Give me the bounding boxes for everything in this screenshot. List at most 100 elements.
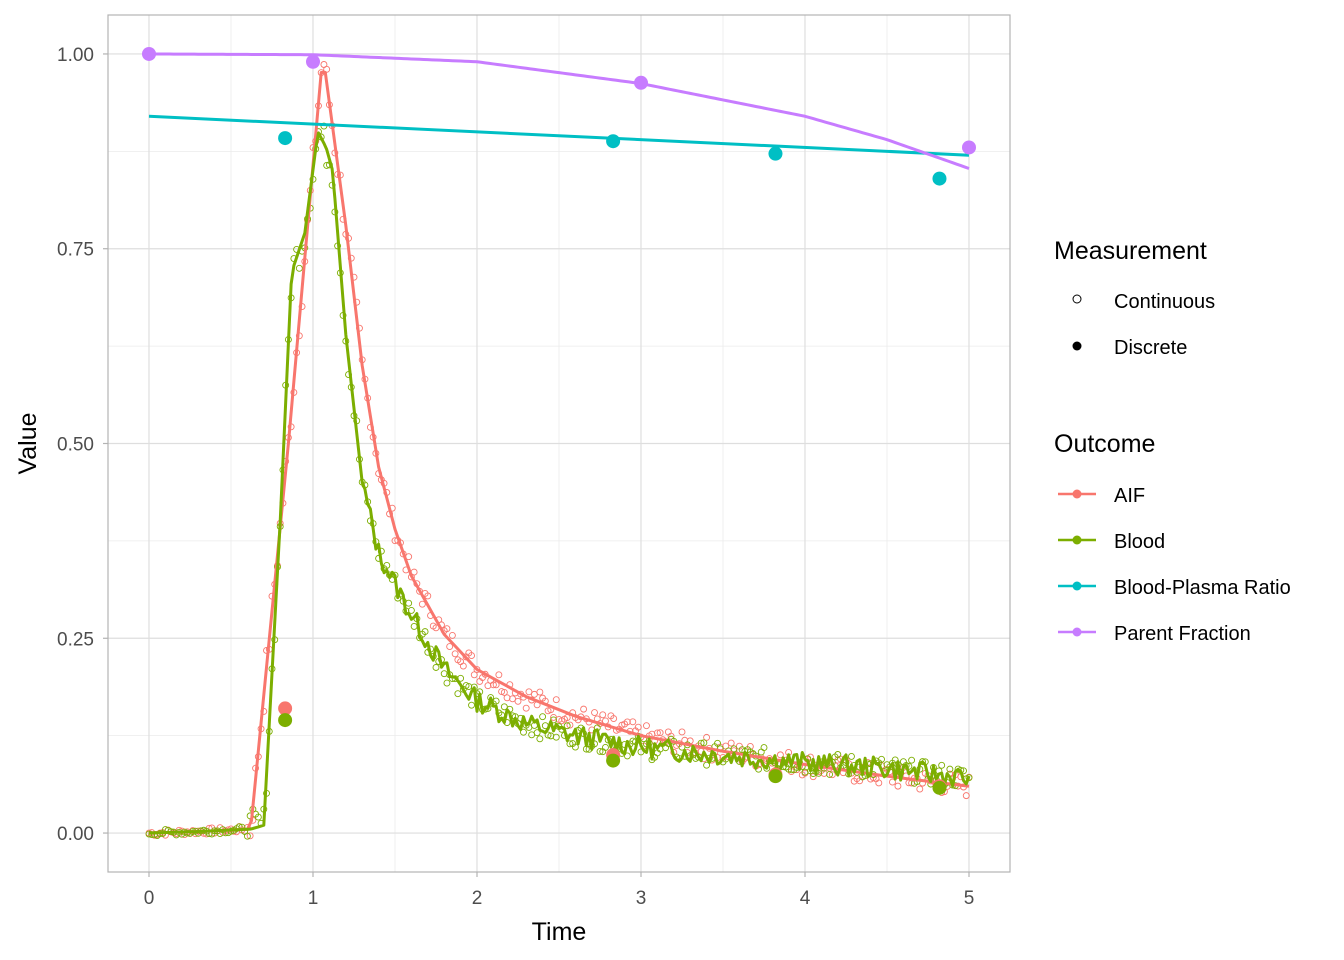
discrete-point <box>768 146 783 161</box>
continuous-point <box>776 751 784 759</box>
continuous-point <box>552 733 560 741</box>
continuous-point <box>443 625 451 633</box>
continuous-point <box>826 770 834 778</box>
legend: Measurement Continuous Discrete Outcome … <box>1054 237 1291 645</box>
x-tick-label: 4 <box>800 888 811 909</box>
y-tick-label: 0.25 <box>57 629 94 650</box>
continuous-point <box>965 774 973 782</box>
continuous-point <box>602 743 609 751</box>
continuous-point <box>962 792 970 800</box>
continuous-point <box>566 740 574 748</box>
discrete-point <box>606 753 621 768</box>
continuous-point <box>489 681 497 689</box>
discrete-points-layer <box>142 46 976 795</box>
discrete-point <box>768 769 783 784</box>
continuous-point <box>443 679 451 687</box>
legend-item-parent-fraction: Parent Fraction <box>1058 623 1251 645</box>
continuous-point <box>703 761 711 769</box>
continuous-point <box>703 733 711 741</box>
continuous-point <box>454 690 462 698</box>
continuous-point <box>629 718 637 726</box>
y-tick-label: 1.00 <box>57 45 94 66</box>
continuous-point <box>908 756 916 764</box>
y-axis-title: Value <box>14 412 42 474</box>
legend-label-aif: AIF <box>1114 485 1145 507</box>
continuous-point <box>405 599 413 607</box>
continuous-point <box>599 711 607 719</box>
discrete-point <box>932 171 947 186</box>
x-tick-label: 2 <box>472 888 483 909</box>
continuous-point <box>509 695 516 703</box>
y-tick-label: 0.00 <box>57 824 94 845</box>
x-tick-label: 0 <box>144 888 155 909</box>
continuous-point <box>610 715 618 722</box>
legend-label-continuous: Continuous <box>1114 291 1215 313</box>
continuous-point <box>544 731 552 739</box>
x-tick-label: 5 <box>964 888 975 909</box>
legend-label-blood-plasma-ratio: Blood-Plasma Ratio <box>1114 577 1291 599</box>
discrete-point <box>278 713 293 728</box>
legend-label-discrete: Discrete <box>1114 337 1187 359</box>
continuous-point <box>566 721 574 729</box>
discrete-point <box>142 46 156 61</box>
continuous-point <box>492 681 500 689</box>
continuous-point <box>539 713 547 721</box>
discrete-point <box>634 75 648 90</box>
legend-item-blood: Blood <box>1058 531 1165 553</box>
legend-key-filled-circle <box>1072 341 1082 351</box>
x-axis: 0 1 2 3 4 5 <box>144 872 975 909</box>
continuous-point <box>938 761 946 769</box>
continuous-point <box>828 771 836 779</box>
continuous-points-layer <box>145 61 973 840</box>
legend-label-blood: Blood <box>1114 531 1165 553</box>
continuous-point <box>495 671 503 679</box>
continuous-point <box>440 670 448 678</box>
continuous-point <box>418 600 426 608</box>
continuous-point <box>848 752 855 760</box>
x-tick-label: 1 <box>308 888 319 909</box>
fit-lines-layer <box>148 52 971 835</box>
discrete-point <box>278 701 293 716</box>
continuous-point <box>432 664 440 671</box>
continuous-point <box>451 650 459 658</box>
continuous-point <box>591 709 598 716</box>
continuous-point <box>714 739 721 747</box>
continuous-point <box>700 739 708 747</box>
discrete-point <box>932 780 947 795</box>
continuous-point <box>834 751 842 758</box>
continuous-point <box>500 703 508 711</box>
discrete-point <box>306 54 320 69</box>
continuous-point <box>727 739 735 747</box>
continuous-point <box>522 704 530 712</box>
continuous-point <box>664 728 672 736</box>
y-tick-label: 0.50 <box>57 435 94 456</box>
legend-item-blood-plasma-ratio: Blood-Plasma Ratio <box>1058 577 1291 599</box>
continuous-point <box>894 782 902 790</box>
fit-line-blood <box>148 131 971 835</box>
legend-item-discrete: Discrete <box>1072 337 1187 359</box>
continuous-point <box>623 718 631 726</box>
x-axis-title: Time <box>532 918 587 946</box>
legend-key-dot-parent-fraction <box>1072 627 1082 637</box>
continuous-point <box>875 779 883 787</box>
continuous-point <box>678 728 686 736</box>
continuous-point <box>656 729 664 737</box>
continuous-point <box>470 671 478 679</box>
continuous-point <box>520 728 527 736</box>
continuous-point <box>643 722 650 730</box>
continuous-point <box>653 729 661 737</box>
continuous-point <box>760 744 768 751</box>
continuous-point <box>533 729 541 737</box>
legend-key-dot-aif <box>1072 489 1082 499</box>
legend-item-continuous: Continuous <box>1072 291 1215 313</box>
continuous-point <box>785 765 793 773</box>
y-tick-label: 0.75 <box>57 240 94 261</box>
continuous-point <box>448 631 456 639</box>
continuous-point <box>571 743 579 751</box>
continuous-point <box>525 688 533 696</box>
continuous-point <box>295 264 303 272</box>
continuous-point <box>421 628 429 636</box>
fit-line-blood-plasma-ratio <box>148 114 970 157</box>
continuous-point <box>383 562 391 569</box>
